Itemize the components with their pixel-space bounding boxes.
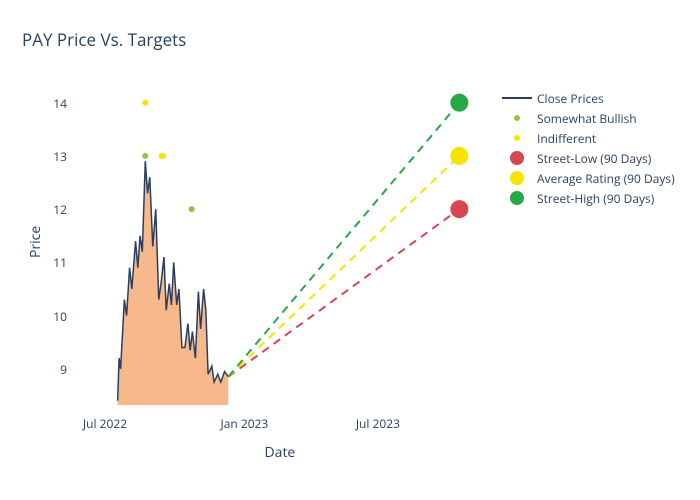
legend-swatch-dot — [502, 135, 532, 141]
legend-label: Close Prices — [537, 90, 604, 107]
legend-swatch-line — [502, 97, 532, 99]
target-line-street-high — [228, 103, 459, 377]
legend-item[interactable]: Indifferent — [502, 128, 675, 148]
legend-swatch-dot — [502, 171, 532, 185]
legend-item[interactable]: Street-Low (90 Days) — [502, 148, 675, 168]
target-line-avg-rating — [228, 156, 459, 377]
legend-label: Average Rating (90 Days) — [537, 170, 675, 187]
legend: Close Prices Somewhat Bullish Indifferent S… — [502, 88, 675, 208]
target-marker-street-low — [450, 200, 468, 218]
legend-swatch-dot — [502, 115, 532, 121]
target-line-street-low — [228, 209, 459, 377]
legend-label: Somewhat Bullish — [537, 110, 637, 127]
legend-item[interactable]: Street-High (90 Days) — [502, 188, 675, 208]
legend-swatch-dot — [502, 151, 532, 165]
legend-item[interactable]: Close Prices — [502, 88, 675, 108]
rating-dot-somewhat-bullish — [189, 206, 195, 212]
rating-dot-indifferent — [142, 100, 148, 106]
chart-plot-area — [0, 0, 700, 500]
legend-label: Indifferent — [537, 130, 596, 147]
target-marker-street-high — [450, 94, 468, 112]
legend-item[interactable]: Average Rating (90 Days) — [502, 168, 675, 188]
legend-swatch-dot — [502, 191, 532, 205]
legend-label: Street-High (90 Days) — [537, 190, 654, 207]
target-marker-avg-rating — [450, 147, 468, 165]
rating-dot-somewhat-bullish — [142, 153, 148, 159]
legend-label: Street-Low (90 Days) — [537, 150, 651, 167]
legend-item[interactable]: Somewhat Bullish — [502, 108, 675, 128]
rating-dot-indifferent — [160, 153, 166, 159]
